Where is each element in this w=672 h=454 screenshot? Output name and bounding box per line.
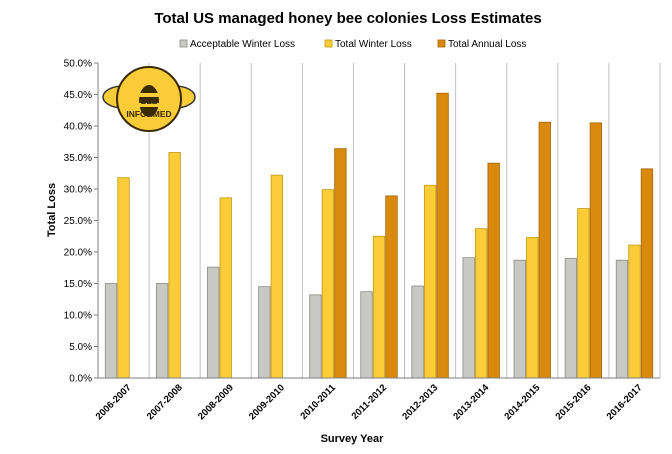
y-tick-label: 50.0% [64, 59, 92, 70]
y-tick-label: 40.0% [64, 122, 92, 133]
y-tick-label: 15.0% [64, 279, 92, 290]
x-axis-label: Survey Year [321, 433, 385, 445]
legend-label: Total Annual Loss [448, 39, 526, 50]
x-tick-label: 2015-2016 [554, 382, 594, 422]
y-tick-label: 45.0% [64, 90, 92, 101]
x-ticks: 2006-2007 2007-2008 2008-2009 2009-2010 2010… [94, 382, 645, 422]
bar-total-annual-loss [334, 148, 347, 379]
legend-swatch [179, 39, 188, 48]
bar-total-winter-loss [628, 244, 641, 379]
bar-total-winter-loss [321, 189, 335, 379]
bar-total-winter-loss [423, 184, 437, 379]
x-tick-label: 2010-2011 [298, 382, 338, 422]
bar-total-winter-loss [168, 152, 181, 379]
bar-acceptable-winter-loss [309, 294, 322, 379]
bar-total-winter-loss [526, 237, 539, 379]
y-tick-label: 0.0% [69, 374, 92, 385]
legend: Acceptable Winter Loss Total Winter Loss T… [179, 39, 526, 50]
bar-total-winter-loss [577, 208, 590, 379]
x-tick-label: 2009-2010 [247, 382, 287, 422]
bar-acceptable-winter-loss [155, 283, 169, 379]
logo-text-bee: BEE [141, 97, 158, 106]
x-tick-label: 2007-2008 [145, 382, 185, 422]
bars [104, 92, 654, 379]
y-tick-label: 25.0% [64, 216, 92, 227]
y-axis-label: Total Loss [46, 183, 58, 237]
logo-text-informed: INFORMED [126, 109, 171, 119]
bar-acceptable-winter-loss [462, 257, 475, 379]
x-tick-label: 2008-2009 [196, 382, 236, 422]
legend-label: Acceptable Winter Loss [190, 39, 295, 50]
bar-total-annual-loss [640, 168, 654, 379]
x-tick-label: 2016-2017 [605, 382, 645, 422]
bar-total-winter-loss [219, 197, 232, 379]
bar-total-winter-loss [117, 177, 130, 379]
bar-total-annual-loss [589, 122, 603, 379]
bar-total-annual-loss [487, 162, 500, 379]
legend-swatch [437, 39, 446, 48]
legend-label: Total Winter Loss [335, 39, 412, 50]
bee-informed-logo: BEE INFORMED [102, 66, 196, 132]
y-tick-label: 30.0% [64, 185, 92, 196]
bar-acceptable-winter-loss [207, 266, 220, 379]
x-tick-label: 2006-2007 [94, 382, 134, 422]
bar-total-winter-loss [475, 228, 488, 379]
y-tick-label: 20.0% [64, 248, 92, 259]
y-ticks: 0.0% 5.0% 10.0% 15.0% 20.0% 25.0% 30.0% 35.0% 40… [64, 59, 98, 385]
bar-acceptable-winter-loss [258, 286, 271, 379]
x-tick-label: 2012-2013 [400, 382, 440, 422]
bar-acceptable-winter-loss [513, 259, 526, 379]
y-tick-label: 35.0% [64, 153, 92, 164]
bar-acceptable-winter-loss [104, 283, 118, 379]
bar-acceptable-winter-loss [411, 285, 424, 379]
y-tick-label: 5.0% [69, 342, 92, 353]
logo-bee-stripe [139, 103, 159, 107]
bar-acceptable-winter-loss [564, 257, 578, 379]
x-tick-label: 2011-2012 [350, 382, 390, 422]
bar-total-winter-loss [270, 174, 283, 379]
bar-total-annual-loss [385, 195, 398, 379]
bar-total-annual-loss [538, 121, 551, 379]
bar-total-annual-loss [436, 92, 449, 379]
bar-total-winter-loss [372, 235, 386, 379]
logo-bee-stripe [139, 93, 159, 97]
x-tick-label: 2013-2014 [451, 382, 491, 422]
chart-title: Total US managed honey bee colonies Loss… [154, 10, 541, 27]
x-tick-label: 2014-2015 [502, 382, 542, 422]
bar-acceptable-winter-loss [615, 259, 629, 379]
legend-swatch [324, 39, 333, 48]
bar-acceptable-winter-loss [360, 291, 373, 379]
y-tick-label: 10.0% [64, 311, 92, 322]
